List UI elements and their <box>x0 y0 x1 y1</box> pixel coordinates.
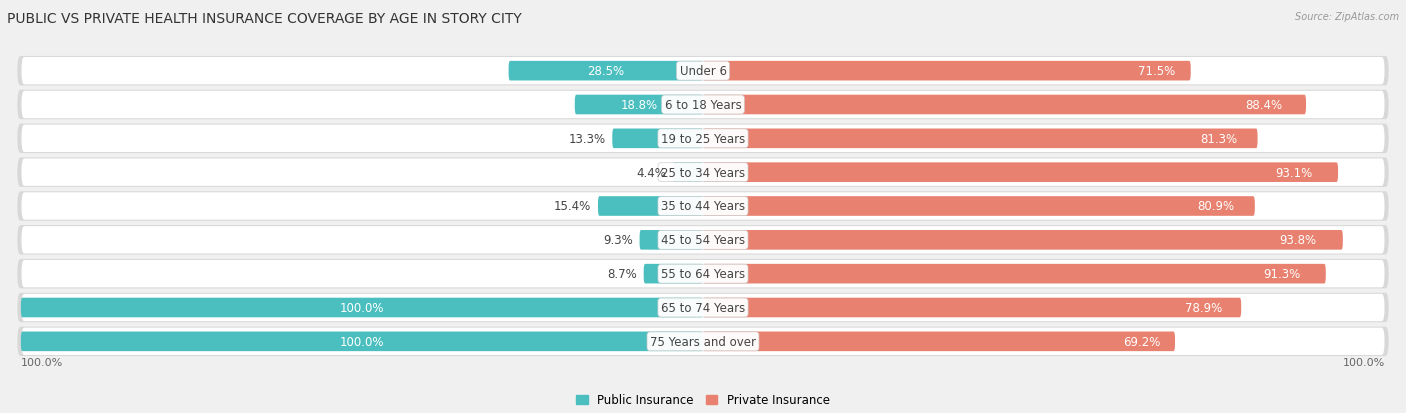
Text: Source: ZipAtlas.com: Source: ZipAtlas.com <box>1295 12 1399 22</box>
Text: 71.5%: 71.5% <box>1137 65 1175 78</box>
Text: 65 to 74 Years: 65 to 74 Years <box>661 301 745 314</box>
FancyBboxPatch shape <box>703 230 1343 250</box>
FancyBboxPatch shape <box>17 158 1389 188</box>
FancyBboxPatch shape <box>21 260 1385 288</box>
FancyBboxPatch shape <box>17 57 1389 86</box>
FancyBboxPatch shape <box>703 332 1175 351</box>
FancyBboxPatch shape <box>17 327 1389 356</box>
Text: 9.3%: 9.3% <box>603 234 633 247</box>
FancyBboxPatch shape <box>17 225 1389 255</box>
Text: 19 to 25 Years: 19 to 25 Years <box>661 133 745 145</box>
FancyBboxPatch shape <box>21 332 703 351</box>
FancyBboxPatch shape <box>703 163 1339 183</box>
FancyBboxPatch shape <box>509 62 703 81</box>
FancyBboxPatch shape <box>703 264 1326 284</box>
Text: 35 to 44 Years: 35 to 44 Years <box>661 200 745 213</box>
FancyBboxPatch shape <box>17 293 1389 323</box>
Text: 100.0%: 100.0% <box>21 357 63 368</box>
FancyBboxPatch shape <box>575 95 703 115</box>
Text: 75 Years and over: 75 Years and over <box>650 335 756 348</box>
FancyBboxPatch shape <box>21 125 1385 153</box>
Legend: Public Insurance, Private Insurance: Public Insurance, Private Insurance <box>571 389 835 411</box>
FancyBboxPatch shape <box>21 328 1385 355</box>
FancyBboxPatch shape <box>17 259 1389 289</box>
Text: 100.0%: 100.0% <box>340 335 384 348</box>
FancyBboxPatch shape <box>17 124 1389 154</box>
Text: 81.3%: 81.3% <box>1201 133 1237 145</box>
FancyBboxPatch shape <box>703 197 1254 216</box>
Text: Under 6: Under 6 <box>679 65 727 78</box>
FancyBboxPatch shape <box>21 193 1385 220</box>
FancyBboxPatch shape <box>703 95 1306 115</box>
Text: 6 to 18 Years: 6 to 18 Years <box>665 99 741 112</box>
FancyBboxPatch shape <box>703 129 1257 149</box>
Text: 91.3%: 91.3% <box>1264 268 1301 280</box>
Text: 18.8%: 18.8% <box>620 99 658 112</box>
Text: 8.7%: 8.7% <box>607 268 637 280</box>
FancyBboxPatch shape <box>17 90 1389 120</box>
FancyBboxPatch shape <box>640 230 703 250</box>
Text: 45 to 54 Years: 45 to 54 Years <box>661 234 745 247</box>
Text: 28.5%: 28.5% <box>588 65 624 78</box>
FancyBboxPatch shape <box>21 294 1385 321</box>
FancyBboxPatch shape <box>612 129 703 149</box>
Text: 4.4%: 4.4% <box>637 166 666 179</box>
Text: 88.4%: 88.4% <box>1246 99 1282 112</box>
FancyBboxPatch shape <box>598 197 703 216</box>
FancyBboxPatch shape <box>21 92 1385 119</box>
FancyBboxPatch shape <box>703 298 1241 318</box>
FancyBboxPatch shape <box>644 264 703 284</box>
FancyBboxPatch shape <box>17 192 1389 221</box>
FancyBboxPatch shape <box>21 298 703 318</box>
Text: 100.0%: 100.0% <box>340 301 384 314</box>
Text: 80.9%: 80.9% <box>1198 200 1234 213</box>
Text: 55 to 64 Years: 55 to 64 Years <box>661 268 745 280</box>
FancyBboxPatch shape <box>21 227 1385 254</box>
Text: 15.4%: 15.4% <box>554 200 591 213</box>
Text: 13.3%: 13.3% <box>568 133 606 145</box>
Text: PUBLIC VS PRIVATE HEALTH INSURANCE COVERAGE BY AGE IN STORY CITY: PUBLIC VS PRIVATE HEALTH INSURANCE COVER… <box>7 12 522 26</box>
Text: 93.1%: 93.1% <box>1275 166 1312 179</box>
Text: 100.0%: 100.0% <box>1343 357 1385 368</box>
Text: 25 to 34 Years: 25 to 34 Years <box>661 166 745 179</box>
FancyBboxPatch shape <box>21 159 1385 186</box>
Text: 93.8%: 93.8% <box>1279 234 1316 247</box>
FancyBboxPatch shape <box>673 163 703 183</box>
Text: 69.2%: 69.2% <box>1123 335 1161 348</box>
Text: 78.9%: 78.9% <box>1185 301 1222 314</box>
FancyBboxPatch shape <box>21 58 1385 85</box>
FancyBboxPatch shape <box>703 62 1191 81</box>
